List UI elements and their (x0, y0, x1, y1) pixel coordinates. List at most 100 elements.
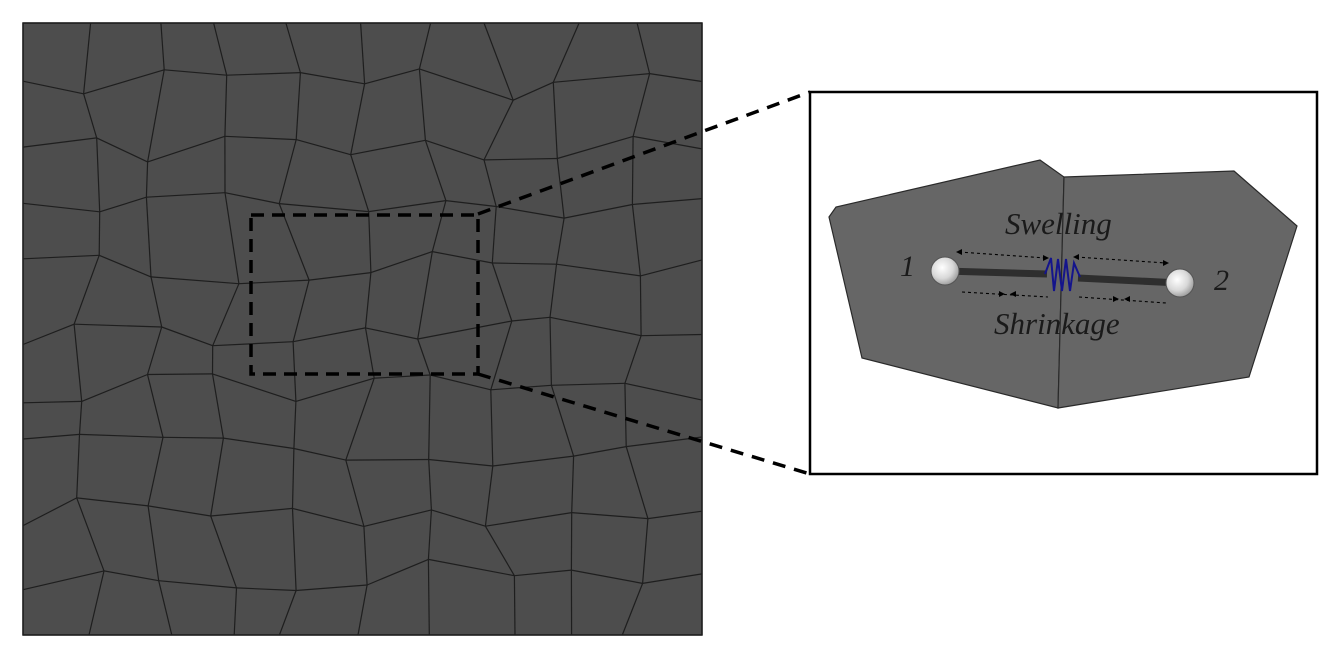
zoom-connector-lines (477, 90, 811, 476)
mesh-edge (224, 192, 280, 205)
mesh-edge (296, 139, 351, 156)
mesh-edge (363, 509, 432, 527)
mesh-edge (571, 569, 643, 584)
mesh-edge (161, 326, 213, 347)
mesh-edge (514, 569, 572, 577)
voronoi-mesh (22, 22, 703, 636)
mesh-edge (490, 389, 494, 467)
mesh-edge (223, 437, 294, 450)
mesh-edge (649, 73, 703, 83)
node-2-label: 2 (1214, 264, 1229, 297)
mesh-edge (295, 377, 375, 402)
mesh-edge (74, 323, 162, 328)
node-1 (930, 256, 960, 286)
mesh-edge (22, 137, 97, 148)
mesh-edge (212, 373, 297, 402)
mesh-edge (364, 327, 375, 379)
mesh-edge (417, 338, 431, 376)
mesh-edge (212, 283, 240, 346)
mesh-edge (427, 559, 430, 636)
mesh-edge (556, 158, 565, 219)
mesh-edge (88, 570, 105, 636)
mesh-edge (573, 446, 627, 457)
mesh-edge (76, 497, 149, 507)
mesh-edge (236, 587, 297, 592)
mesh-edge (428, 458, 493, 467)
mesh-edge (370, 251, 433, 274)
mesh-edge (278, 590, 297, 636)
mesh-edge (147, 505, 160, 581)
mesh-edge (147, 373, 213, 376)
mesh-edge (22, 570, 105, 591)
mesh-edge (345, 458, 429, 461)
shrinkage-arrows (961, 291, 1167, 304)
mesh-edge (150, 276, 239, 285)
mesh-edge (22, 400, 82, 404)
mesh-edge (78, 401, 83, 435)
mesh-edge (491, 262, 513, 322)
mesh-edge (145, 197, 152, 277)
mesh-edge (484, 525, 515, 577)
mesh-edge (22, 80, 84, 95)
mesh-edge (571, 512, 648, 520)
mesh-edge (309, 272, 371, 281)
mesh-edge (631, 136, 634, 205)
mesh-edge (350, 154, 370, 212)
mesh-edge (293, 447, 346, 461)
mesh-edge (639, 275, 642, 336)
mesh-edge (233, 587, 238, 636)
mesh-edge (210, 438, 224, 517)
mesh-edge (417, 320, 512, 340)
mesh-edge (350, 83, 366, 155)
mesh-edge (350, 139, 426, 156)
mesh-edge (213, 22, 228, 76)
mesh-edge (291, 448, 295, 509)
mesh-edge (551, 382, 625, 386)
mesh-edge (484, 465, 494, 527)
mesh-edge (279, 203, 369, 213)
beam-left (944, 267, 1048, 278)
mesh-edge (485, 512, 572, 527)
mesh-edge (146, 374, 164, 438)
mesh-edge (292, 341, 297, 402)
mesh-edge (226, 72, 301, 76)
mesh-edge (427, 509, 432, 560)
mesh-edge (512, 81, 554, 101)
mesh-edge (76, 497, 105, 572)
mesh-edge (22, 202, 100, 213)
mesh-edge (292, 279, 310, 342)
mesh-edge (83, 22, 92, 94)
mesh-edge (22, 323, 75, 346)
mesh-edge (224, 135, 297, 141)
mesh-edge (368, 200, 446, 213)
mesh-edge (292, 507, 365, 527)
mesh-edge (148, 505, 211, 517)
mesh-edge (295, 72, 301, 140)
mesh-edge (22, 254, 100, 260)
mesh-edge (430, 374, 491, 391)
mesh-edge (285, 22, 301, 73)
mesh-edge (555, 218, 565, 265)
mesh-edge (490, 320, 513, 390)
mesh-edge (296, 584, 368, 592)
beam-right (1077, 274, 1181, 287)
mesh-edge (300, 72, 365, 85)
mesh-edge (81, 373, 148, 402)
mesh-edge (345, 459, 365, 527)
mesh-edge (431, 509, 486, 527)
mesh-edge (292, 327, 366, 343)
mesh-edge (22, 433, 80, 440)
mesh-edge (293, 401, 297, 449)
mesh-edge (150, 276, 163, 328)
mesh-edge (418, 68, 426, 141)
mesh-edge (368, 211, 372, 273)
shrinkage-label: Shrinkage (994, 306, 1120, 341)
mesh-edge (563, 203, 633, 219)
mesh-edge (147, 437, 164, 507)
mesh-edge (642, 518, 649, 584)
zoom-line-bottom (477, 372, 811, 476)
dashed-zoom-box (249, 213, 480, 376)
mesh-edge (162, 436, 224, 439)
mesh-edge (624, 383, 627, 447)
